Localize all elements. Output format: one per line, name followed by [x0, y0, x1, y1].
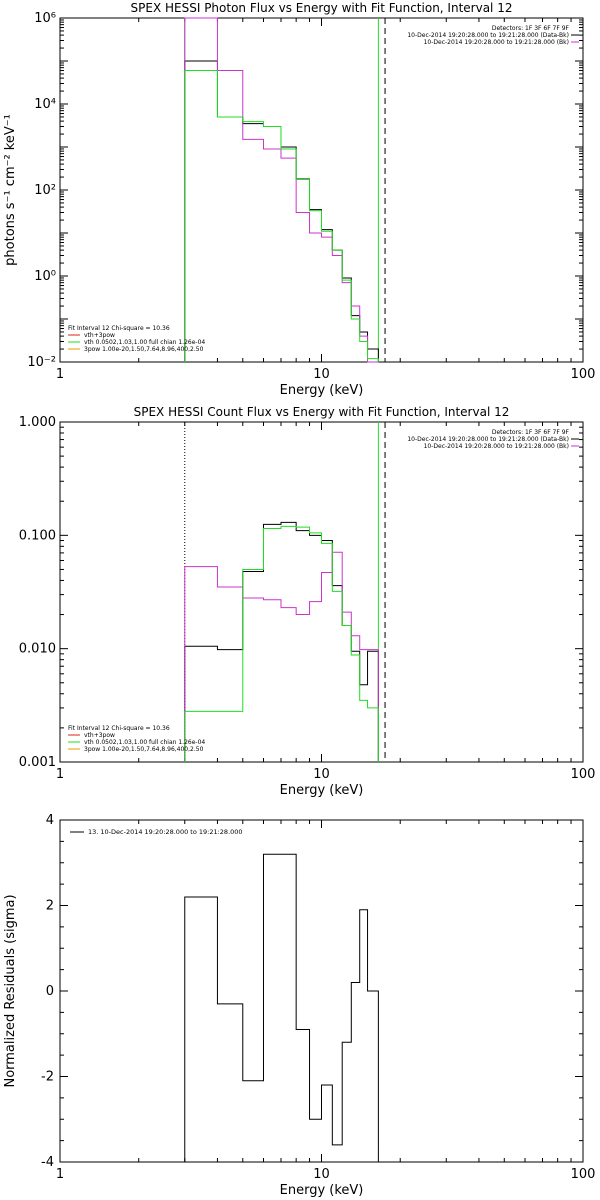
series-line: [184, 853, 379, 1162]
x-axis-label: Energy (keV): [280, 1183, 364, 1198]
y-tick-label: 10⁴: [34, 97, 56, 112]
x-tick-label: 10: [313, 767, 330, 782]
x-tick-label: 1: [56, 367, 64, 382]
legend-entry: Fit Interval 12 Chi-square = 10.36: [68, 325, 170, 332]
series-line: [184, 70, 379, 362]
y-tick-label: 0.001: [19, 755, 56, 770]
y-tick-label: 10⁶: [34, 11, 56, 26]
y-tick-label: 0: [46, 984, 54, 999]
legend-entry: vth 0.0502,1.03,1.00 full chian 1.26e-04: [84, 339, 205, 346]
chart-title: SPEX HESSI Photon Flux vs Energy with Fi…: [131, 1, 513, 15]
x-tick-label: 100: [571, 767, 596, 782]
y-tick-label: -4: [41, 1155, 54, 1170]
legend-entry: 13. 10-Dec-2014 19:20:28.000 to 19:21:28…: [88, 828, 243, 836]
legend-entry: 10-Dec-2014 19:20:28.000 to 19:21:28.000…: [424, 39, 569, 46]
x-tick-label: 1: [56, 767, 64, 782]
legend-entry: Detectors: 1F 3F 6F 7F 9F: [492, 429, 570, 436]
y-axis-label: Normalized Residuals (sigma): [3, 894, 18, 1087]
y-tick-label: 2: [46, 899, 54, 914]
y-tick-label: 10⁻²: [27, 355, 56, 370]
y-tick-label: 4: [46, 813, 54, 828]
y-tick-label: -2: [41, 1070, 54, 1085]
x-tick-label: 10: [313, 367, 330, 382]
legend-entry: vth+3pow: [84, 732, 115, 739]
legend-entry: Fit Interval 12 Chi-square = 10.36: [68, 725, 170, 732]
chart-title: SPEX HESSI Count Flux vs Energy with Fit…: [134, 405, 510, 419]
y-axis-label: photons s⁻¹ cm⁻² keV⁻¹: [3, 114, 18, 266]
y-tick-label: 0.010: [19, 642, 56, 657]
x-tick-label: 100: [571, 1167, 596, 1182]
series-line: [184, 521, 379, 762]
legend-entry: 10-Dec-2014 19:20:28.000 to 19:21:28.000…: [407, 32, 569, 39]
plot-frame: [59, 17, 584, 363]
x-tick-label: 1: [56, 1167, 64, 1182]
legend-entry: 3pow 1.00e-20,1.50,7.64,8.96,400,2.50: [84, 346, 204, 353]
series-line: [184, 525, 379, 762]
x-axis-label: Energy (keV): [280, 783, 364, 798]
series-line: [184, 551, 379, 762]
legend-entry: vth 0.0502,1.03,1.00 full chian 1.26e-04: [84, 739, 205, 746]
legend-entry: 3pow 1.00e-20,1.50,7.64,8.96,400,2.50: [84, 746, 204, 753]
series-line: [184, 60, 379, 362]
legend-entry: Detectors: 1F 3F 6F 7F 9F: [492, 25, 570, 32]
y-tick-label: 0.100: [19, 528, 56, 543]
legend-entry: 10-Dec-2014 19:20:28.000 to 19:21:28.000…: [424, 443, 569, 450]
y-tick-label: 10²: [34, 183, 56, 198]
x-tick-label: 10: [313, 1167, 330, 1182]
x-tick-label: 100: [571, 367, 596, 382]
y-tick-label: 10⁰: [34, 269, 56, 284]
x-axis-label: Energy (keV): [280, 383, 364, 398]
legend-entry: 10-Dec-2014 19:20:28.000 to 19:21:28.000…: [407, 436, 569, 443]
y-tick-label: 1.000: [19, 415, 56, 430]
legend-entry: vth+3pow: [84, 332, 115, 339]
series-line: [184, 17, 379, 363]
